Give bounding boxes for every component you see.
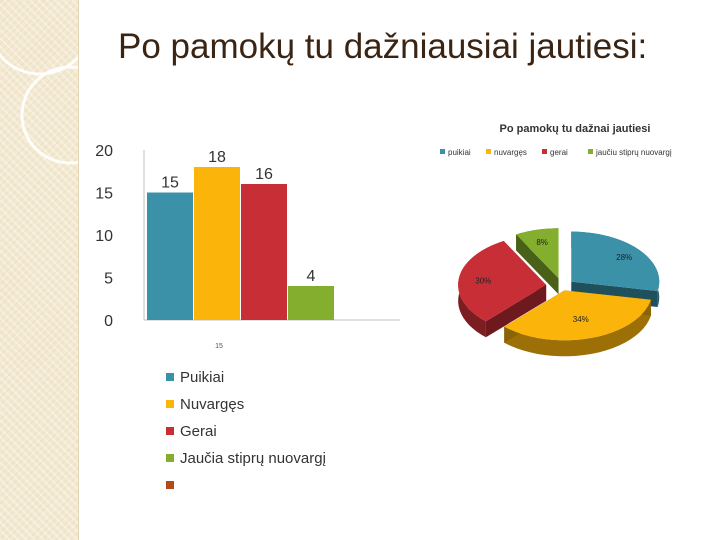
bar-data-label: 18 xyxy=(208,149,226,166)
pie-chart-data-labels: 28% 34% 30% 8% xyxy=(475,238,632,324)
y-tick-label: 0 xyxy=(104,313,113,330)
pie-legend-label: nuvargęs xyxy=(494,148,527,157)
pie-legend-label: gerai xyxy=(550,148,568,157)
decorative-side-strip xyxy=(0,0,120,540)
bar-jau-ia-stipr-nuovarg- xyxy=(288,286,334,320)
bar-gerai xyxy=(241,184,287,320)
legend-swatch xyxy=(166,373,174,381)
pie-legend-swatch xyxy=(486,149,491,154)
bar-data-label: 15 xyxy=(161,175,179,192)
pie-legend-label: puikiai xyxy=(448,148,471,157)
legend-label: Gerai xyxy=(180,423,217,440)
legend-label: Nuvargęs xyxy=(180,396,244,413)
legend-swatch xyxy=(166,454,174,462)
pie-data-label: 8% xyxy=(536,238,548,247)
bar-chart: 0 5 10 15 20 15 15 18 16 4 Puikiai Nuvargęs Gerai J… xyxy=(95,143,400,489)
pie-slice-wall xyxy=(516,234,559,295)
pie-slice-jauciu xyxy=(516,228,559,279)
pie-legend-swatch xyxy=(588,149,593,154)
bar-data-label: 4 xyxy=(307,268,316,285)
pie-data-label: 28% xyxy=(616,253,632,262)
bar-chart-bars xyxy=(147,167,334,320)
slide-title: Po pamokų tu dažniausiai jautiesi: xyxy=(118,27,648,66)
legend-label: Puikiai xyxy=(180,369,224,386)
pie-slice-wall xyxy=(485,284,547,338)
pie-legend-swatch xyxy=(542,149,547,154)
legend-label: Jaučia stiprų nuovargį xyxy=(180,450,326,467)
y-tick-label: 15 xyxy=(95,186,113,203)
legend-swatch xyxy=(166,400,174,408)
pie-chart-title: Po pamokų tu dažnai jautiesi xyxy=(500,123,651,135)
pie-legend-swatch xyxy=(440,149,445,154)
y-tick-label: 5 xyxy=(104,271,113,288)
decorative-circles xyxy=(0,0,120,165)
pie-data-label: 34% xyxy=(573,315,589,324)
bar-chart-data-labels: 15 18 16 4 xyxy=(161,149,315,285)
pie-slice-gerai xyxy=(458,241,547,322)
bar-data-label: 16 xyxy=(255,166,273,183)
legend-swatch xyxy=(166,427,174,435)
bar-chart-legend: Puikiai Nuvargęs Gerai Jaučia stiprų nuovar… xyxy=(166,369,326,489)
pie-slice-puikiai xyxy=(571,231,660,292)
y-tick-label: 20 xyxy=(95,143,113,160)
bar-puikiai xyxy=(147,192,193,320)
pie-chart: Po pamokų tu dažnai jautiesi puikiai nuva… xyxy=(440,123,672,357)
pie-slice-nuvarges xyxy=(504,290,651,341)
y-tick-label: 10 xyxy=(95,228,113,245)
pie-slice-side xyxy=(504,299,651,357)
legend-swatch xyxy=(166,481,174,489)
pie-chart-slices xyxy=(458,228,660,357)
pie-legend-label: jaučiu stiprų nuovargį xyxy=(595,148,672,157)
pie-chart-legend: puikiai nuvargęs gerai jaučiu stiprų nuovar… xyxy=(440,148,672,157)
pie-data-label: 30% xyxy=(475,276,491,285)
x-category-label: 15 xyxy=(215,343,223,350)
bar-nuvarg-s xyxy=(194,167,240,320)
